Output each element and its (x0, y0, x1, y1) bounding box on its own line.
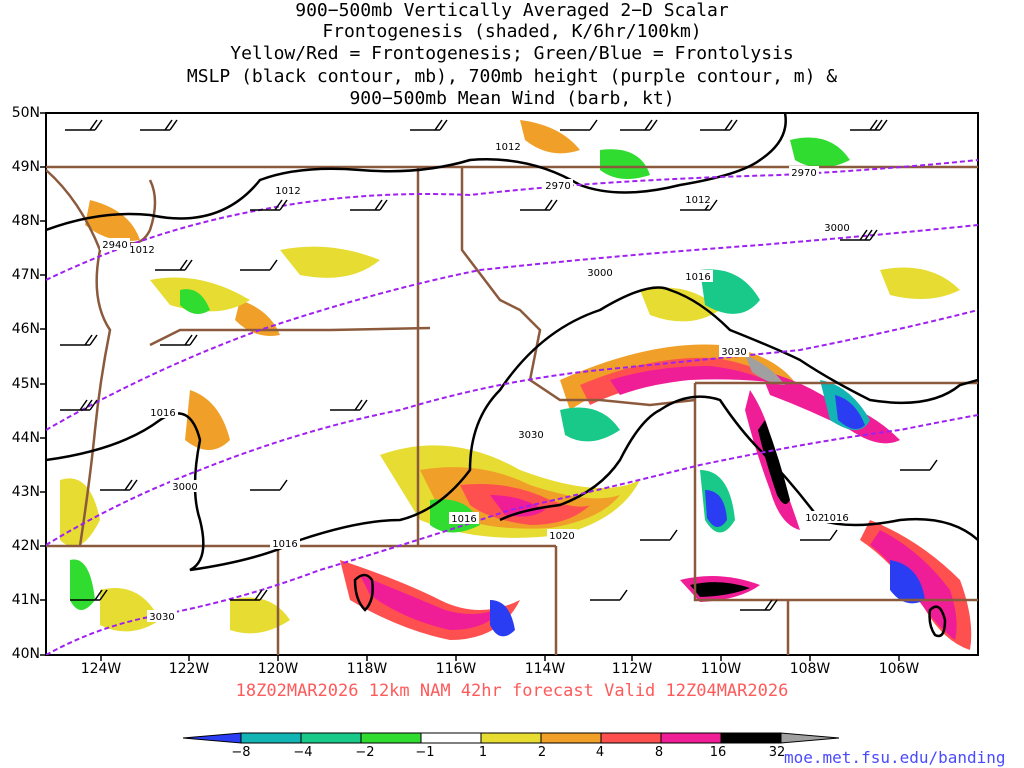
height-label-text: 2940 (102, 240, 127, 251)
height-label-text: 2970 (791, 168, 816, 179)
colorbar-swatch (600, 732, 662, 744)
height-label-text: 2970 (545, 181, 570, 192)
credit-url[interactable]: moe.met.fsu.edu/banding (784, 748, 1006, 767)
lon-label: 112W (611, 661, 653, 677)
mslp-label-6: 1016 (449, 512, 479, 525)
mslp-label-text: 1020 (805, 513, 830, 524)
lon-label: 116W (435, 661, 477, 677)
height-label-2: 2970 (789, 166, 819, 179)
lat-label: 48N (11, 213, 40, 229)
mslp-label-text: 1012 (129, 245, 154, 256)
colorbar-arrow-low (182, 732, 242, 744)
lat-label: 50N (11, 105, 40, 121)
height-label-4: 3000 (585, 266, 615, 279)
colorbar-label: 1 (478, 745, 488, 760)
height-label-text: 3000 (587, 268, 612, 279)
title-line-5: 900−500mb Mean Wind (barb, kt) (349, 88, 675, 109)
mslp-label-1: 1012 (493, 140, 523, 153)
height-label-text: 3000 (172, 482, 197, 493)
mslp-label-3: 1012 (683, 193, 713, 206)
height-label-text: 3030 (721, 347, 746, 358)
colorbar-swatch (300, 732, 362, 744)
height-label-5: 3000 (822, 221, 852, 234)
height-label-1: 2970 (543, 179, 573, 192)
mslp-label-5: 1016 (148, 406, 178, 419)
colorbar-swatch (720, 732, 782, 744)
colorbar-label: −1 (415, 745, 435, 760)
lon-label: 106W (878, 661, 920, 677)
lon-label: 124W (80, 661, 122, 677)
lat-label: 47N (11, 267, 40, 283)
colorbar-label: −2 (355, 745, 375, 760)
mslp-label-text: 1016 (823, 513, 848, 524)
lon-label: 122W (168, 661, 210, 677)
axis-ticks (40, 112, 900, 661)
lat-label: 49N (11, 159, 40, 175)
title-line-2: Frontogenesis (shaded, K/6hr/100km) (322, 21, 702, 42)
contour-labels: 1012 1012 1012 1016 1016 1016 1016 1020 … (100, 140, 852, 623)
lon-label: 114W (524, 661, 566, 677)
lat-label: 46N (11, 321, 40, 337)
mslp-label-text: 1012 (495, 142, 520, 153)
lat-label: 40N (11, 646, 40, 662)
mslp-label-text: 1012 (275, 186, 300, 197)
title-line-3: Yellow/Red = Frontogenesis; Green/Blue =… (230, 43, 794, 64)
mslp-label-7: 1016 (270, 537, 300, 550)
mslp-label-text: 1016 (272, 539, 297, 550)
forecast-valid-line: 18Z02MAR2026 12km NAM 42hr forecast Vali… (235, 681, 789, 701)
mslp-label-2: 1012 (273, 184, 303, 197)
mslp-contours (46, 113, 978, 638)
colorbar-label: 16 (709, 745, 727, 760)
lon-label: 108W (789, 661, 831, 677)
height-label-9: 3030 (147, 610, 177, 623)
lon-label: 120W (257, 661, 299, 677)
lat-label: 42N (11, 538, 40, 554)
colorbar-swatch (660, 732, 722, 744)
height-label-text: 3030 (149, 612, 174, 623)
lon-label: 118W (346, 661, 388, 677)
lat-label: 41N (11, 592, 40, 608)
height-label-6: 3000 (170, 480, 200, 493)
title-line-4: MSLP (black contour, mb), 700mb height (… (186, 66, 838, 87)
colorbar-label: −4 (293, 745, 313, 760)
height-label-text: 3030 (518, 430, 543, 441)
colorbar-swatch (480, 732, 542, 744)
height-label-3: 2940 (100, 238, 130, 251)
colorbar-label: 8 (654, 745, 664, 760)
title-line-1: 900−500mb Vertically Averaged 2−D Scalar (295, 0, 729, 21)
colorbar-label: 2 (537, 745, 547, 760)
colorbar (182, 732, 840, 744)
mslp-label-text: 1020 (549, 531, 574, 542)
colorbar-swatch (540, 732, 602, 744)
colorbar-arrow-high (780, 732, 840, 744)
colorbar-swatch (360, 732, 422, 744)
height-label-7: 3030 (719, 345, 749, 358)
mslp-label-11: 1012 (129, 243, 155, 256)
mslp-label-text: 1016 (685, 272, 710, 283)
colorbar-swatch (420, 732, 482, 744)
lat-label: 45N (11, 376, 40, 392)
mslp-label-4: 1016 (683, 270, 713, 283)
colorbar-swatch (240, 732, 302, 744)
lon-label: 110W (700, 661, 742, 677)
frontogenesis-shading (60, 120, 972, 650)
height-label-8: 3030 (516, 428, 546, 441)
mslp-label-10: 1016 (823, 511, 849, 524)
lat-label: 44N (11, 430, 40, 446)
mslp-label-text: 1016 (451, 514, 476, 525)
mslp-label-text: 1012 (685, 195, 710, 206)
colorbar-label: 4 (595, 745, 605, 760)
lat-label: 43N (11, 484, 40, 500)
mslp-label-8: 1020 (547, 529, 577, 542)
colorbar-label: 32 (768, 745, 786, 760)
height-label-text: 3000 (824, 223, 849, 234)
wind-barbs (60, 119, 938, 611)
colorbar-label: −8 (231, 745, 251, 760)
mslp-label-text: 1016 (150, 408, 175, 419)
